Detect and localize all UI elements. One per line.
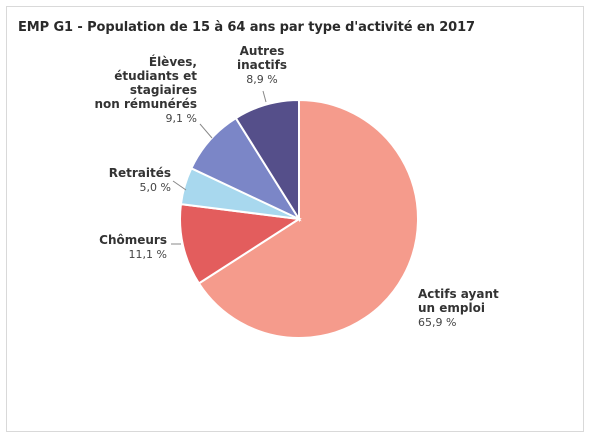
slice-value-2: 5,0 %	[140, 181, 171, 194]
slice-label-3: étudiants et	[114, 69, 197, 83]
pie-slice-1	[179, 202, 302, 285]
pie-slice-0	[197, 98, 419, 339]
slice-label-1: Chômeurs	[99, 233, 167, 247]
pie-slice-4	[234, 98, 300, 223]
slice-label-0: un emploi	[418, 301, 485, 315]
slice-label-0: Actifs ayant	[418, 287, 499, 301]
leader-line-2	[172, 180, 187, 191]
slice-value-1: 11,1 %	[129, 248, 167, 261]
leader-line-4	[262, 90, 267, 103]
slice-value-4: 8,9 %	[246, 73, 277, 86]
slice-label-3: Élèves,	[149, 54, 197, 69]
slice-label-4: Autres	[240, 44, 285, 58]
slice-label-2: Retraités	[109, 166, 171, 180]
slice-label-4: inactifs	[237, 58, 287, 72]
leader-line-3	[199, 123, 213, 139]
chart-title: EMP G1 - Population de 15 à 64 ans par t…	[18, 20, 475, 35]
slice-value-0: 65,9 %	[418, 316, 456, 329]
slice-label-3: stagiaires	[130, 83, 197, 97]
slice-value-3: 9,1 %	[166, 112, 197, 125]
pie-slices	[179, 98, 419, 339]
slice-label-3: non rémunérés	[95, 97, 198, 111]
